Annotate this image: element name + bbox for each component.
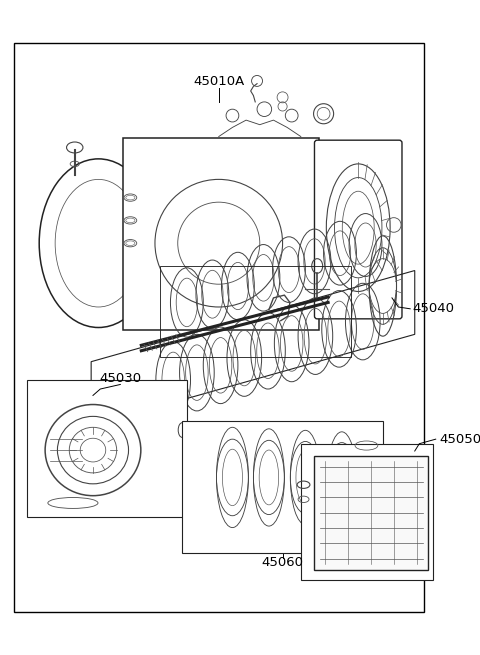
Text: 45010A: 45010A xyxy=(193,75,244,88)
Bar xyxy=(159,266,351,357)
Bar xyxy=(314,456,429,569)
Bar xyxy=(301,443,433,580)
FancyBboxPatch shape xyxy=(314,140,402,319)
Bar xyxy=(27,380,187,517)
Text: 45060: 45060 xyxy=(262,555,303,569)
Text: 45050: 45050 xyxy=(439,433,480,445)
Bar xyxy=(182,421,383,553)
Text: 45040: 45040 xyxy=(412,303,454,315)
FancyBboxPatch shape xyxy=(123,138,319,329)
Text: 45030: 45030 xyxy=(99,371,142,384)
